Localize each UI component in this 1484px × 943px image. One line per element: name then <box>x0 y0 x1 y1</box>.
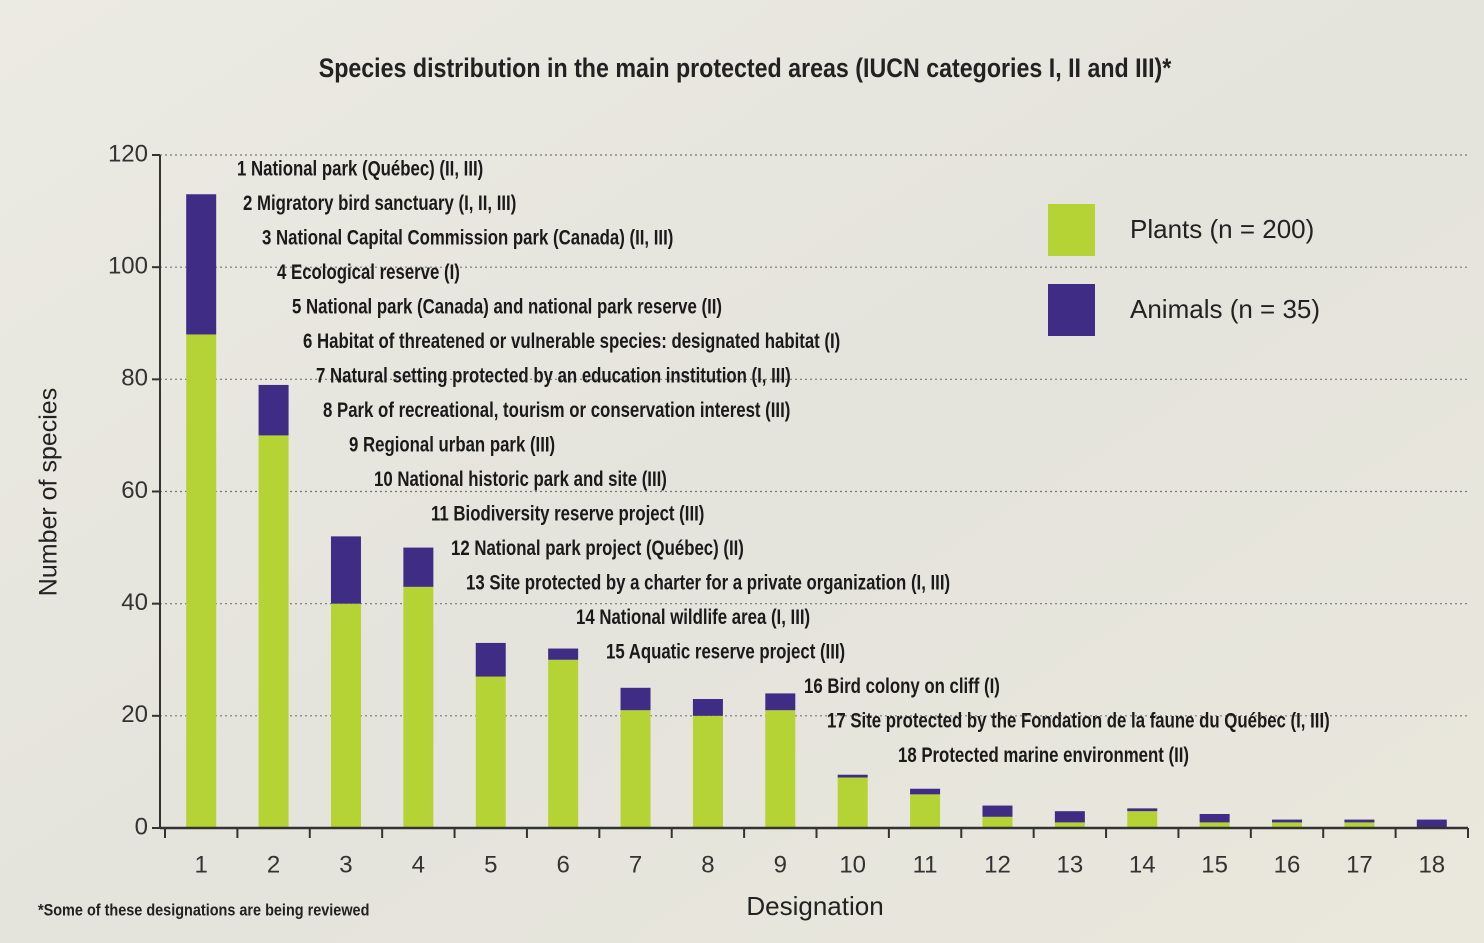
x-tick-label: 7 <box>629 851 642 878</box>
bar-segment <box>1127 811 1157 828</box>
x-tick-label: 10 <box>839 851 866 878</box>
bar-segment <box>259 385 289 435</box>
chart: Species distribution in the main protect… <box>0 0 1484 943</box>
bar-segment <box>910 789 940 795</box>
annotation: 1 National park (Québec) (II, III) <box>237 158 483 181</box>
annotation: 13 Site protected by a charter for a pri… <box>466 572 950 595</box>
bar-segment <box>621 688 651 710</box>
bar-segment <box>1272 820 1302 823</box>
bar-segment <box>331 604 361 828</box>
bar-segment <box>1344 820 1374 823</box>
bar-segment <box>548 660 578 828</box>
bar-segment <box>259 435 289 828</box>
x-tick-label: 6 <box>556 851 569 878</box>
y-axis-label: Number of species <box>35 388 63 596</box>
annotation: 5 National park (Canada) and national pa… <box>292 296 722 319</box>
legend-swatch <box>1048 204 1095 256</box>
bar-segment <box>186 334 216 828</box>
bar-segment <box>982 817 1012 828</box>
chart-title: Species distribution in the main protect… <box>319 54 1172 84</box>
x-axis-label: Designation <box>746 891 883 921</box>
bar-segment <box>1127 808 1157 811</box>
bar-segment <box>186 194 216 334</box>
bar-segment <box>765 710 795 828</box>
y-tick-label: 40 <box>121 589 148 616</box>
x-tick-label: 3 <box>339 851 352 878</box>
legend-swatch <box>1048 284 1095 336</box>
annotation: 2 Migratory bird sanctuary (I, II, III) <box>243 192 516 215</box>
bar-segment <box>765 693 795 710</box>
bar-segment <box>838 778 868 828</box>
y-tick-label: 120 <box>108 140 148 167</box>
annotation: 3 National Capital Commission park (Cana… <box>262 227 673 250</box>
annotation: 14 National wildlife area (I, III) <box>576 606 810 629</box>
annotation: 11 Biodiversity reserve project (III) <box>431 503 704 526</box>
bar-segment <box>1200 814 1230 822</box>
y-tick-label: 80 <box>121 365 148 392</box>
legend-label: Plants (n = 200) <box>1130 214 1314 244</box>
x-tick-label: 13 <box>1057 851 1084 878</box>
x-tick-label: 18 <box>1418 851 1445 878</box>
bar-segment <box>982 806 1012 817</box>
bar-segment <box>910 794 940 828</box>
bar-segment <box>621 710 651 828</box>
x-tick-label: 17 <box>1346 851 1373 878</box>
bar-segment <box>1055 811 1085 822</box>
annotation: 7 Natural setting protected by an educat… <box>316 365 791 388</box>
x-tick-label: 11 <box>913 851 938 878</box>
x-tick-label: 16 <box>1274 851 1301 878</box>
x-tick-label: 8 <box>701 851 714 878</box>
annotation: 16 Bird colony on cliff (I) <box>804 675 1000 698</box>
bar-segment <box>548 649 578 660</box>
bar-segment <box>403 548 433 587</box>
annotation: 9 Regional urban park (III) <box>349 434 555 457</box>
annotation: 15 Aquatic reserve project (III) <box>606 641 845 664</box>
y-tick-label: 60 <box>121 477 148 504</box>
y-tick-label: 100 <box>108 253 148 280</box>
annotation: 4 Ecological reserve (I) <box>277 261 460 284</box>
annotation: 8 Park of recreational, tourism or conse… <box>323 399 790 422</box>
bar-segment <box>331 536 361 603</box>
x-tick-label: 2 <box>267 851 280 878</box>
x-tick-label: 9 <box>774 851 787 878</box>
x-tick-label: 5 <box>484 851 497 878</box>
bar-segment <box>403 587 433 828</box>
annotation: 18 Protected marine environment (II) <box>898 744 1189 767</box>
background <box>0 0 1484 943</box>
annotation: 12 National park project (Québec) (II) <box>451 537 744 560</box>
x-tick-label: 4 <box>412 851 425 878</box>
bar-segment <box>838 775 868 778</box>
annotation: 6 Habitat of threatened or vulnerable sp… <box>303 330 840 353</box>
annotation: 17 Site protected by the Fondation de la… <box>827 710 1330 733</box>
y-tick-label: 0 <box>135 813 148 840</box>
x-tick-label: 1 <box>195 851 208 878</box>
bar-segment <box>693 716 723 828</box>
legend-label: Animals (n = 35) <box>1130 294 1320 324</box>
bar-segment <box>1417 820 1447 828</box>
footnote: *Some of these designations are being re… <box>38 901 369 919</box>
y-tick-label: 20 <box>121 701 148 728</box>
x-tick-label: 12 <box>984 851 1011 878</box>
bar-segment <box>693 699 723 716</box>
x-tick-label: 14 <box>1129 851 1156 878</box>
annotation: 10 National historic park and site (III) <box>374 468 667 491</box>
bar-segment <box>476 677 506 828</box>
bar-segment <box>476 643 506 677</box>
x-tick-label: 15 <box>1201 851 1228 878</box>
